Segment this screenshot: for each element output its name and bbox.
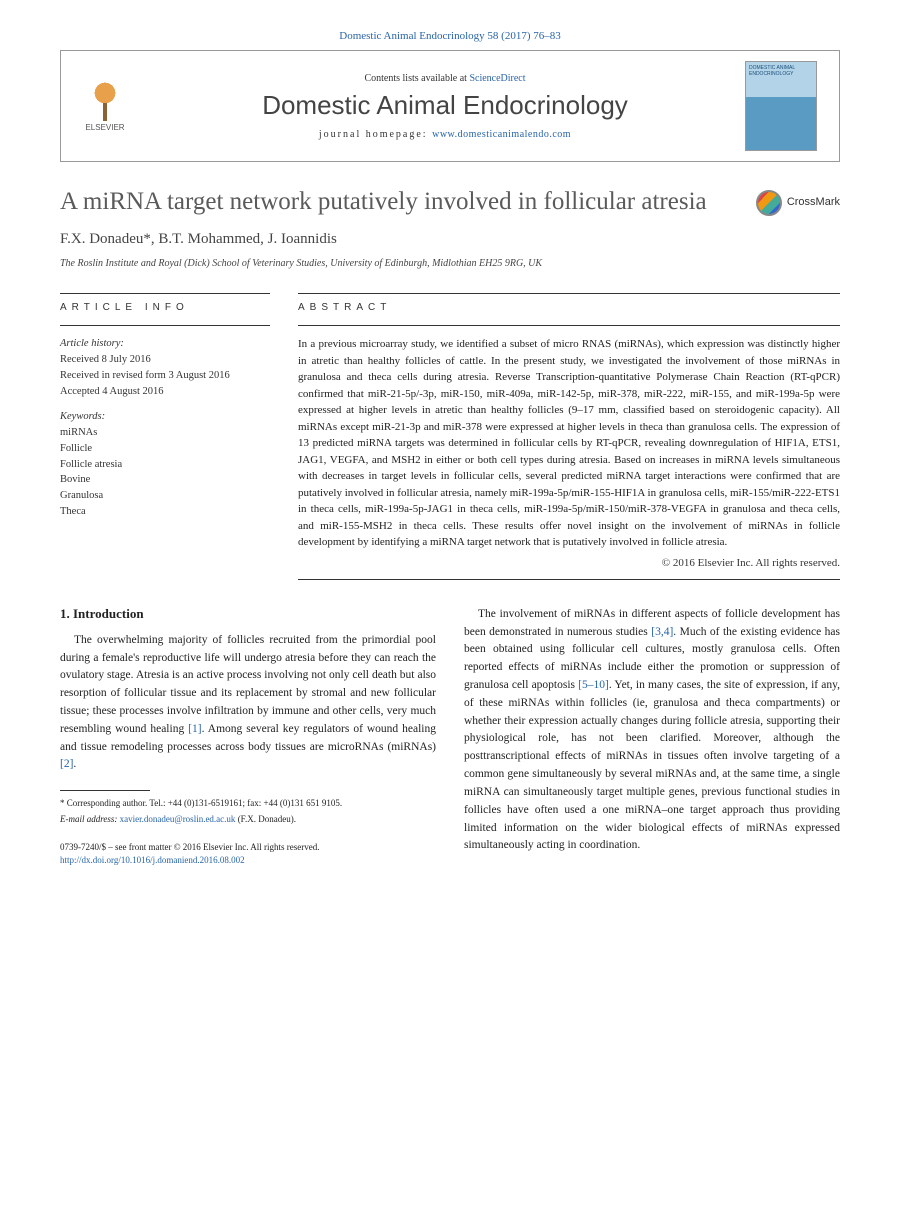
keyword: Follicle — [60, 441, 270, 457]
body-two-column: 1. Introduction The overwhelming majorit… — [60, 606, 840, 867]
keyword: miRNAs — [60, 425, 270, 441]
ref-link[interactable]: [2] — [60, 758, 73, 770]
intro-para-2: The involvement of miRNAs in different a… — [464, 606, 840, 855]
contents-prefix: Contents lists available at — [364, 73, 469, 84]
elsevier-label: ELSEVIER — [85, 123, 124, 132]
abstract-label: ABSTRACT — [298, 302, 840, 313]
intro-para-1: The overwhelming majority of follicles r… — [60, 632, 436, 775]
received-date: Received 8 July 2016 — [60, 352, 270, 368]
keyword: Theca — [60, 504, 270, 520]
abstract-column: ABSTRACT In a previous microarray study,… — [298, 293, 840, 580]
right-column: The involvement of miRNAs in different a… — [464, 606, 840, 867]
elsevier-logo: ELSEVIER — [75, 76, 135, 136]
article-info-label: ARTICLE INFO — [60, 302, 270, 313]
journal-cover-thumbnail: DOMESTIC ANIMAL ENDOCRINOLOGY — [745, 61, 817, 151]
issn-copyright: 0739-7240/$ – see front matter © 2016 El… — [60, 841, 436, 854]
ref-link[interactable]: [3,4] — [651, 626, 673, 638]
info-abstract-grid: ARTICLE INFO Article history: Received 8… — [60, 293, 840, 580]
bottom-doi-block: 0739-7240/$ – see front matter © 2016 El… — [60, 841, 436, 866]
email-footnote: E-mail address: xavier.donadeu@roslin.ed… — [60, 813, 436, 826]
authors-line: F.X. Donadeu*, B.T. Mohammed, J. Ioannid… — [60, 231, 840, 248]
crossmark-badge[interactable]: CrossMark — [756, 190, 840, 216]
abstract-copyright: © 2016 Elsevier Inc. All rights reserved… — [298, 557, 840, 569]
intro-heading: 1. Introduction — [60, 606, 436, 622]
article-history: Article history: Received 8 July 2016 Re… — [60, 336, 270, 519]
elsevier-tree-icon — [85, 81, 125, 121]
keyword: Follicle atresia — [60, 457, 270, 473]
sciencedirect-link[interactable]: ScienceDirect — [469, 73, 525, 84]
homepage-prefix: journal homepage: — [319, 129, 432, 140]
journal-homepage: journal homepage: www.domesticanimalendo… — [155, 129, 735, 140]
left-column: 1. Introduction The overwhelming majorit… — [60, 606, 436, 867]
journal-header-box: ELSEVIER Contents lists available at Sci… — [60, 50, 840, 162]
footnote-divider — [60, 790, 150, 791]
ref-link[interactable]: [1] — [188, 723, 201, 735]
author-email[interactable]: xavier.donadeu@roslin.ed.ac.uk — [120, 814, 236, 824]
homepage-url[interactable]: www.domesticanimalendo.com — [432, 129, 571, 140]
ref-link[interactable]: [5–10] — [578, 679, 609, 691]
doi-link[interactable]: http://dx.doi.org/10.1016/j.domaniend.20… — [60, 854, 436, 867]
affiliation: The Roslin Institute and Royal (Dick) Sc… — [60, 258, 840, 269]
article-info-column: ARTICLE INFO Article history: Received 8… — [60, 293, 270, 580]
corresponding-footnote: * Corresponding author. Tel.: +44 (0)131… — [60, 797, 436, 810]
keyword: Bovine — [60, 472, 270, 488]
accepted-date: Accepted 4 August 2016 — [60, 384, 270, 400]
crossmark-label: CrossMark — [787, 196, 840, 210]
journal-name: Domestic Animal Endocrinology — [155, 90, 735, 121]
crossmark-icon — [756, 190, 782, 216]
keywords-head: Keywords: — [60, 409, 270, 425]
contents-line: Contents lists available at ScienceDirec… — [155, 73, 735, 84]
running-header: Domestic Animal Endocrinology 58 (2017) … — [60, 30, 840, 42]
article-title: A miRNA target network putatively involv… — [60, 186, 840, 217]
header-center: Contents lists available at ScienceDirec… — [155, 73, 735, 140]
history-head: Article history: — [60, 336, 270, 352]
keyword: Granulosa — [60, 488, 270, 504]
revised-date: Received in revised form 3 August 2016 — [60, 368, 270, 384]
abstract-text: In a previous microarray study, we ident… — [298, 336, 840, 551]
